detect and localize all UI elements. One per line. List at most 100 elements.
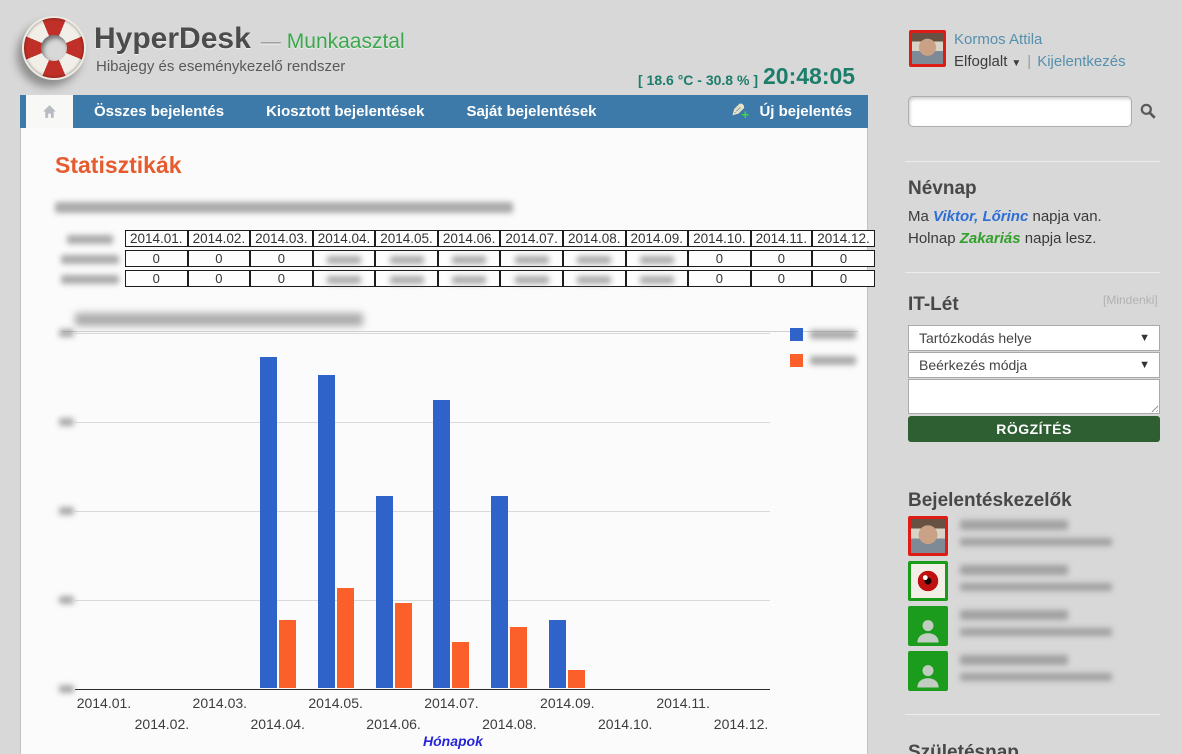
pencil-plus-icon: ✎+ [731, 103, 751, 121]
month-column-header: 2014.08. [563, 230, 626, 247]
gridline [75, 511, 770, 512]
handler-list-item[interactable] [908, 606, 1160, 646]
x-axis-label: 2014.04. [250, 716, 305, 732]
redacted-handler-detail [960, 583, 1112, 591]
chevron-down-icon: ▼ [1139, 353, 1150, 377]
table-cell: 0 [250, 270, 313, 287]
redacted-handler-name [960, 565, 1068, 575]
sidebar-divider [905, 272, 1160, 273]
table-cell [500, 270, 563, 287]
redacted-chart-title [75, 313, 363, 326]
table-cell: 0 [188, 270, 251, 287]
app-title: HyperDesk—Munkaasztal [94, 22, 405, 56]
search-bar [908, 96, 1160, 127]
nevnap-tomorrow-suffix: napja lesz. [1021, 230, 1097, 247]
user-name-link[interactable]: Kormos Attila [954, 31, 1042, 48]
tab-sajat-bejelentesek[interactable]: Saját bejelentések [445, 95, 617, 128]
table-cell: 0 [125, 270, 188, 287]
status-dropdown[interactable]: Elfoglalt [954, 53, 1007, 70]
chart-top-border [62, 331, 858, 332]
redacted-y-tick-label [59, 418, 74, 426]
redacted-legend-label [810, 330, 856, 339]
location-select[interactable]: Tartózkodás helye ▼ [908, 325, 1160, 351]
month-column-header: 2014.11. [751, 230, 813, 247]
title-dash: — [261, 31, 281, 53]
x-axis-label: 2014.10. [598, 716, 653, 732]
table-cell [563, 250, 626, 267]
app-subtitle: Hibajegy és eseménykezelő rendszer [96, 58, 345, 75]
handler-list-item[interactable] [908, 651, 1160, 691]
x-axis-label: 2014.02. [135, 716, 190, 732]
chart-legend [790, 328, 856, 380]
chart-bar [510, 627, 527, 688]
nevnap-tomorrow: Holnap Zakariás napja lesz. [908, 230, 1096, 247]
table-cell [313, 250, 376, 267]
month-column-header: 2014.04. [313, 230, 376, 247]
month-column-header: 2014.07. [500, 230, 563, 247]
redacted-y-tick-label [59, 507, 74, 515]
redacted-y-tick-label [59, 685, 74, 693]
hyperdesk-app: HyperDesk—Munkaasztal Hibajegy és esemén… [0, 0, 1182, 754]
x-axis-label: 2014.12. [714, 716, 769, 732]
table-cell: 0 [188, 250, 251, 267]
male-photo-avatar[interactable] [908, 516, 948, 556]
chart-bar [452, 642, 469, 688]
redacted-row-label [55, 270, 125, 287]
x-axis-label: 2014.07. [424, 695, 479, 711]
red-eye-avatar[interactable] [908, 561, 948, 601]
handlers-heading: Bejelentéskezelők [908, 490, 1072, 512]
clipped-bottom-heading: Születésnap [908, 742, 1019, 754]
table-row: 000000 [55, 270, 875, 287]
table-cell [438, 270, 501, 287]
redacted-handler-name [960, 610, 1068, 620]
legend-entry [790, 328, 856, 341]
new-report-button[interactable]: ✎+ Új bejelentés [715, 95, 868, 128]
sidebar-divider [905, 714, 1160, 715]
table-cell [313, 270, 376, 287]
nevnap-heading: Névnap [908, 178, 977, 200]
handler-list-item[interactable] [908, 516, 1160, 556]
nevnap-today: Ma Viktor, Lőrinc napja van. [908, 208, 1102, 225]
x-axis-label: 2014.01. [77, 695, 132, 711]
mindenki-link[interactable]: [Mindenki] [1103, 293, 1158, 307]
person-silhouette-avatar[interactable] [908, 651, 948, 691]
user-avatar[interactable] [909, 30, 946, 67]
chart-bar [337, 588, 354, 688]
logout-link[interactable]: Kijelentkezés [1037, 53, 1125, 70]
arrival-select-value: Beérkezés módja [919, 357, 1027, 373]
nevnap-tomorrow-name[interactable]: Zakariás [960, 230, 1021, 247]
temperature-humidity-readout: [ 18.6 °C - 30.8 % ] [638, 72, 758, 88]
person-silhouette-avatar[interactable] [908, 606, 948, 646]
itlet-note-textarea[interactable] [908, 379, 1160, 414]
arrival-select[interactable]: Beérkezés módja ▼ [908, 352, 1160, 378]
tab-home[interactable] [26, 95, 73, 128]
search-input[interactable] [908, 96, 1132, 127]
table-cell: 0 [751, 270, 813, 287]
month-column-header: 2014.05. [375, 230, 438, 247]
handler-list-item[interactable] [908, 561, 1160, 601]
rogzites-button[interactable]: RÖGZÍTÉS [908, 416, 1160, 442]
redacted-row-header [55, 230, 125, 247]
sidebar-divider [905, 161, 1160, 162]
x-axis-label: 2014.11. [656, 695, 709, 711]
redacted-handler-name [960, 520, 1068, 530]
table-cell: 0 [688, 250, 751, 267]
legend-swatch-orange [790, 354, 803, 367]
redacted-handler-detail [960, 538, 1112, 546]
table-cell [375, 270, 438, 287]
tab-osszes-bejelentes[interactable]: Összes bejelentés [73, 95, 245, 128]
x-axis-label: 2014.03. [193, 695, 248, 711]
itlet-heading: IT-Lét [908, 294, 959, 316]
table-cell: 0 [812, 250, 875, 267]
chevron-down-icon[interactable]: ▼ [1011, 58, 1021, 69]
tab-kiosztott-bejelentesek[interactable]: Kiosztott bejelentések [245, 95, 445, 128]
chart-bar [568, 670, 585, 688]
nevnap-today-suffix: napja van. [1028, 208, 1101, 225]
search-button[interactable] [1136, 100, 1160, 124]
app-name: HyperDesk [94, 22, 251, 55]
nevnap-today-names[interactable]: Viktor, Lőrinc [933, 208, 1028, 225]
chart-bar [279, 620, 296, 688]
x-axis-title: Hónapok [423, 733, 483, 749]
month-column-header: 2014.12. [812, 230, 875, 247]
chart-plot: Hónapok 2014.01.2014.02.2014.03.2014.04.… [75, 333, 770, 689]
